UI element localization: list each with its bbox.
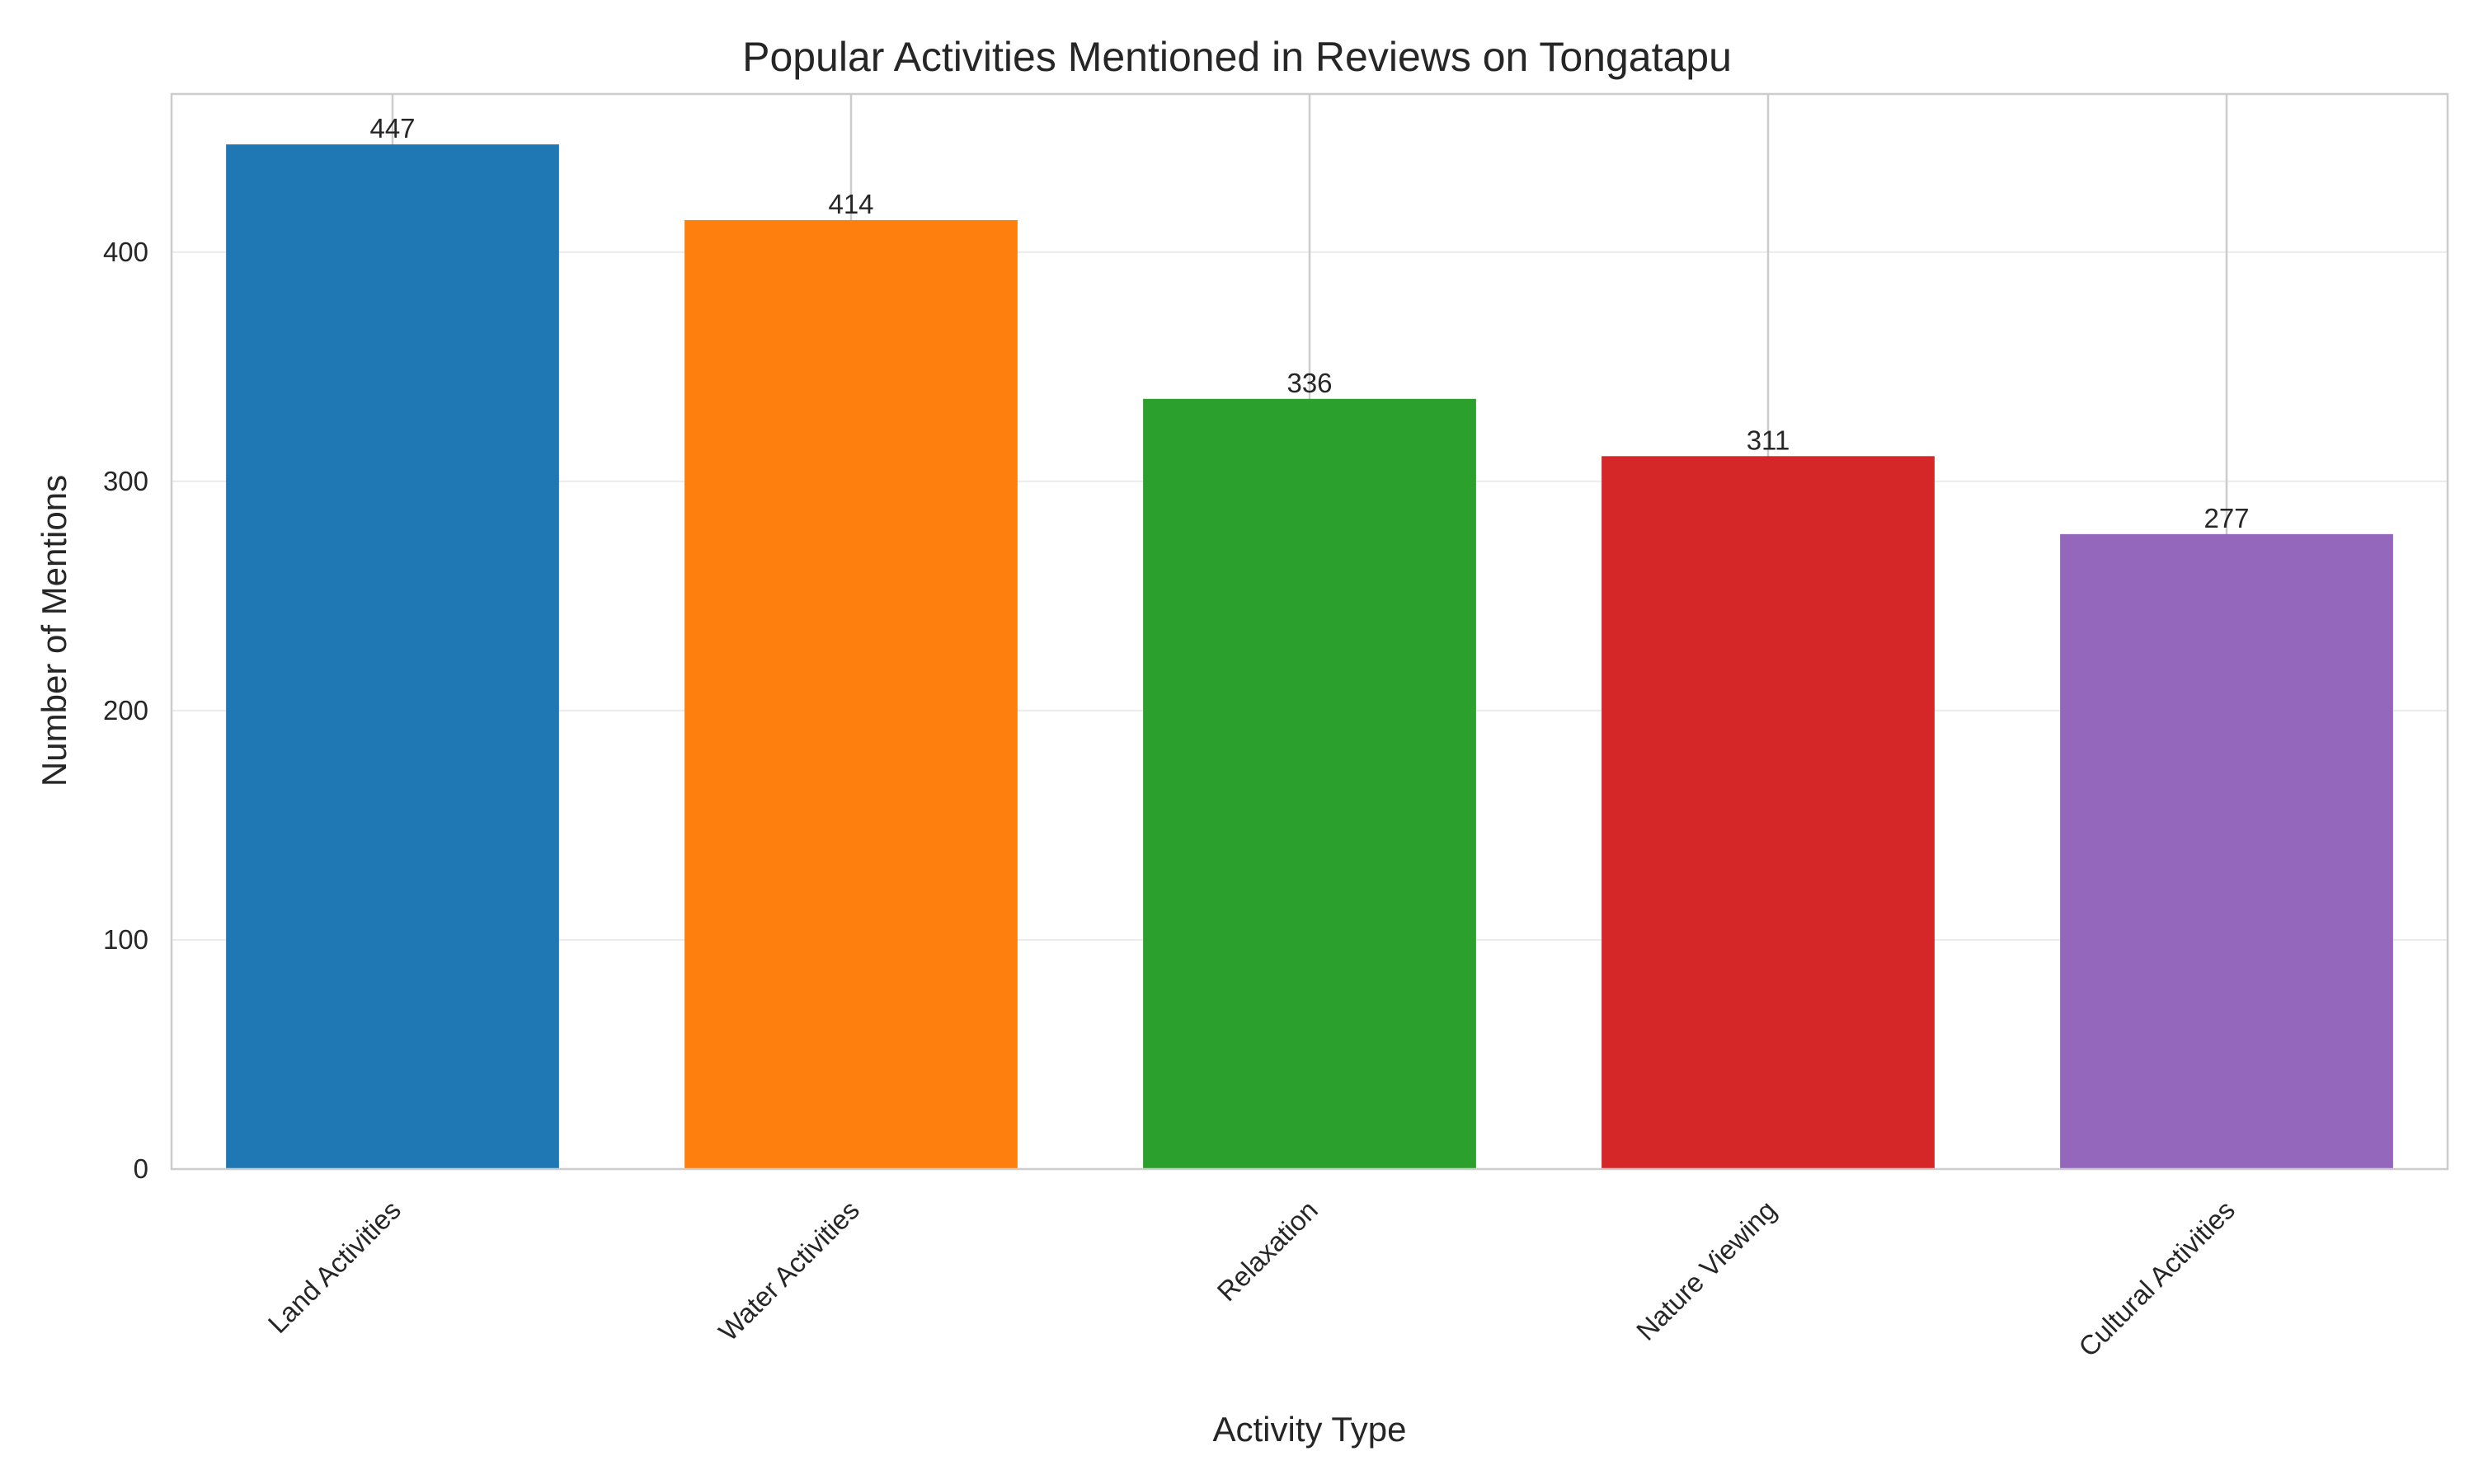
y-tick-label: 200: [103, 695, 148, 726]
bar-value-label: 447: [369, 113, 415, 143]
bar-value-label: 277: [2204, 503, 2249, 533]
bar-value-label: 336: [1286, 368, 1332, 398]
bar-value-label: 311: [1747, 425, 1790, 455]
y-tick-label: 100: [103, 924, 148, 955]
bar: [226, 144, 559, 1169]
bar-value-label: 414: [828, 189, 873, 219]
x-axis-title: Activity Type: [1213, 1410, 1407, 1449]
bars: [226, 144, 2393, 1170]
bar: [2060, 533, 2393, 1169]
y-tick-label: 300: [103, 466, 148, 496]
chart-title: Popular Activities Mentioned in Reviews …: [742, 34, 1732, 80]
plot-frame: [170, 92, 2449, 1171]
bar: [1602, 456, 1935, 1169]
y-axis-title: Number of Mentions: [35, 475, 73, 787]
data-labels: 447 414 336 311 277: [369, 113, 2249, 533]
y-axis-ticks: 0 100 200 300 400: [103, 237, 148, 1184]
y-tick-label: 0: [134, 1153, 148, 1184]
bar: [1143, 398, 1476, 1170]
y-tick-label: 400: [103, 237, 148, 267]
bar: [684, 219, 1018, 1169]
